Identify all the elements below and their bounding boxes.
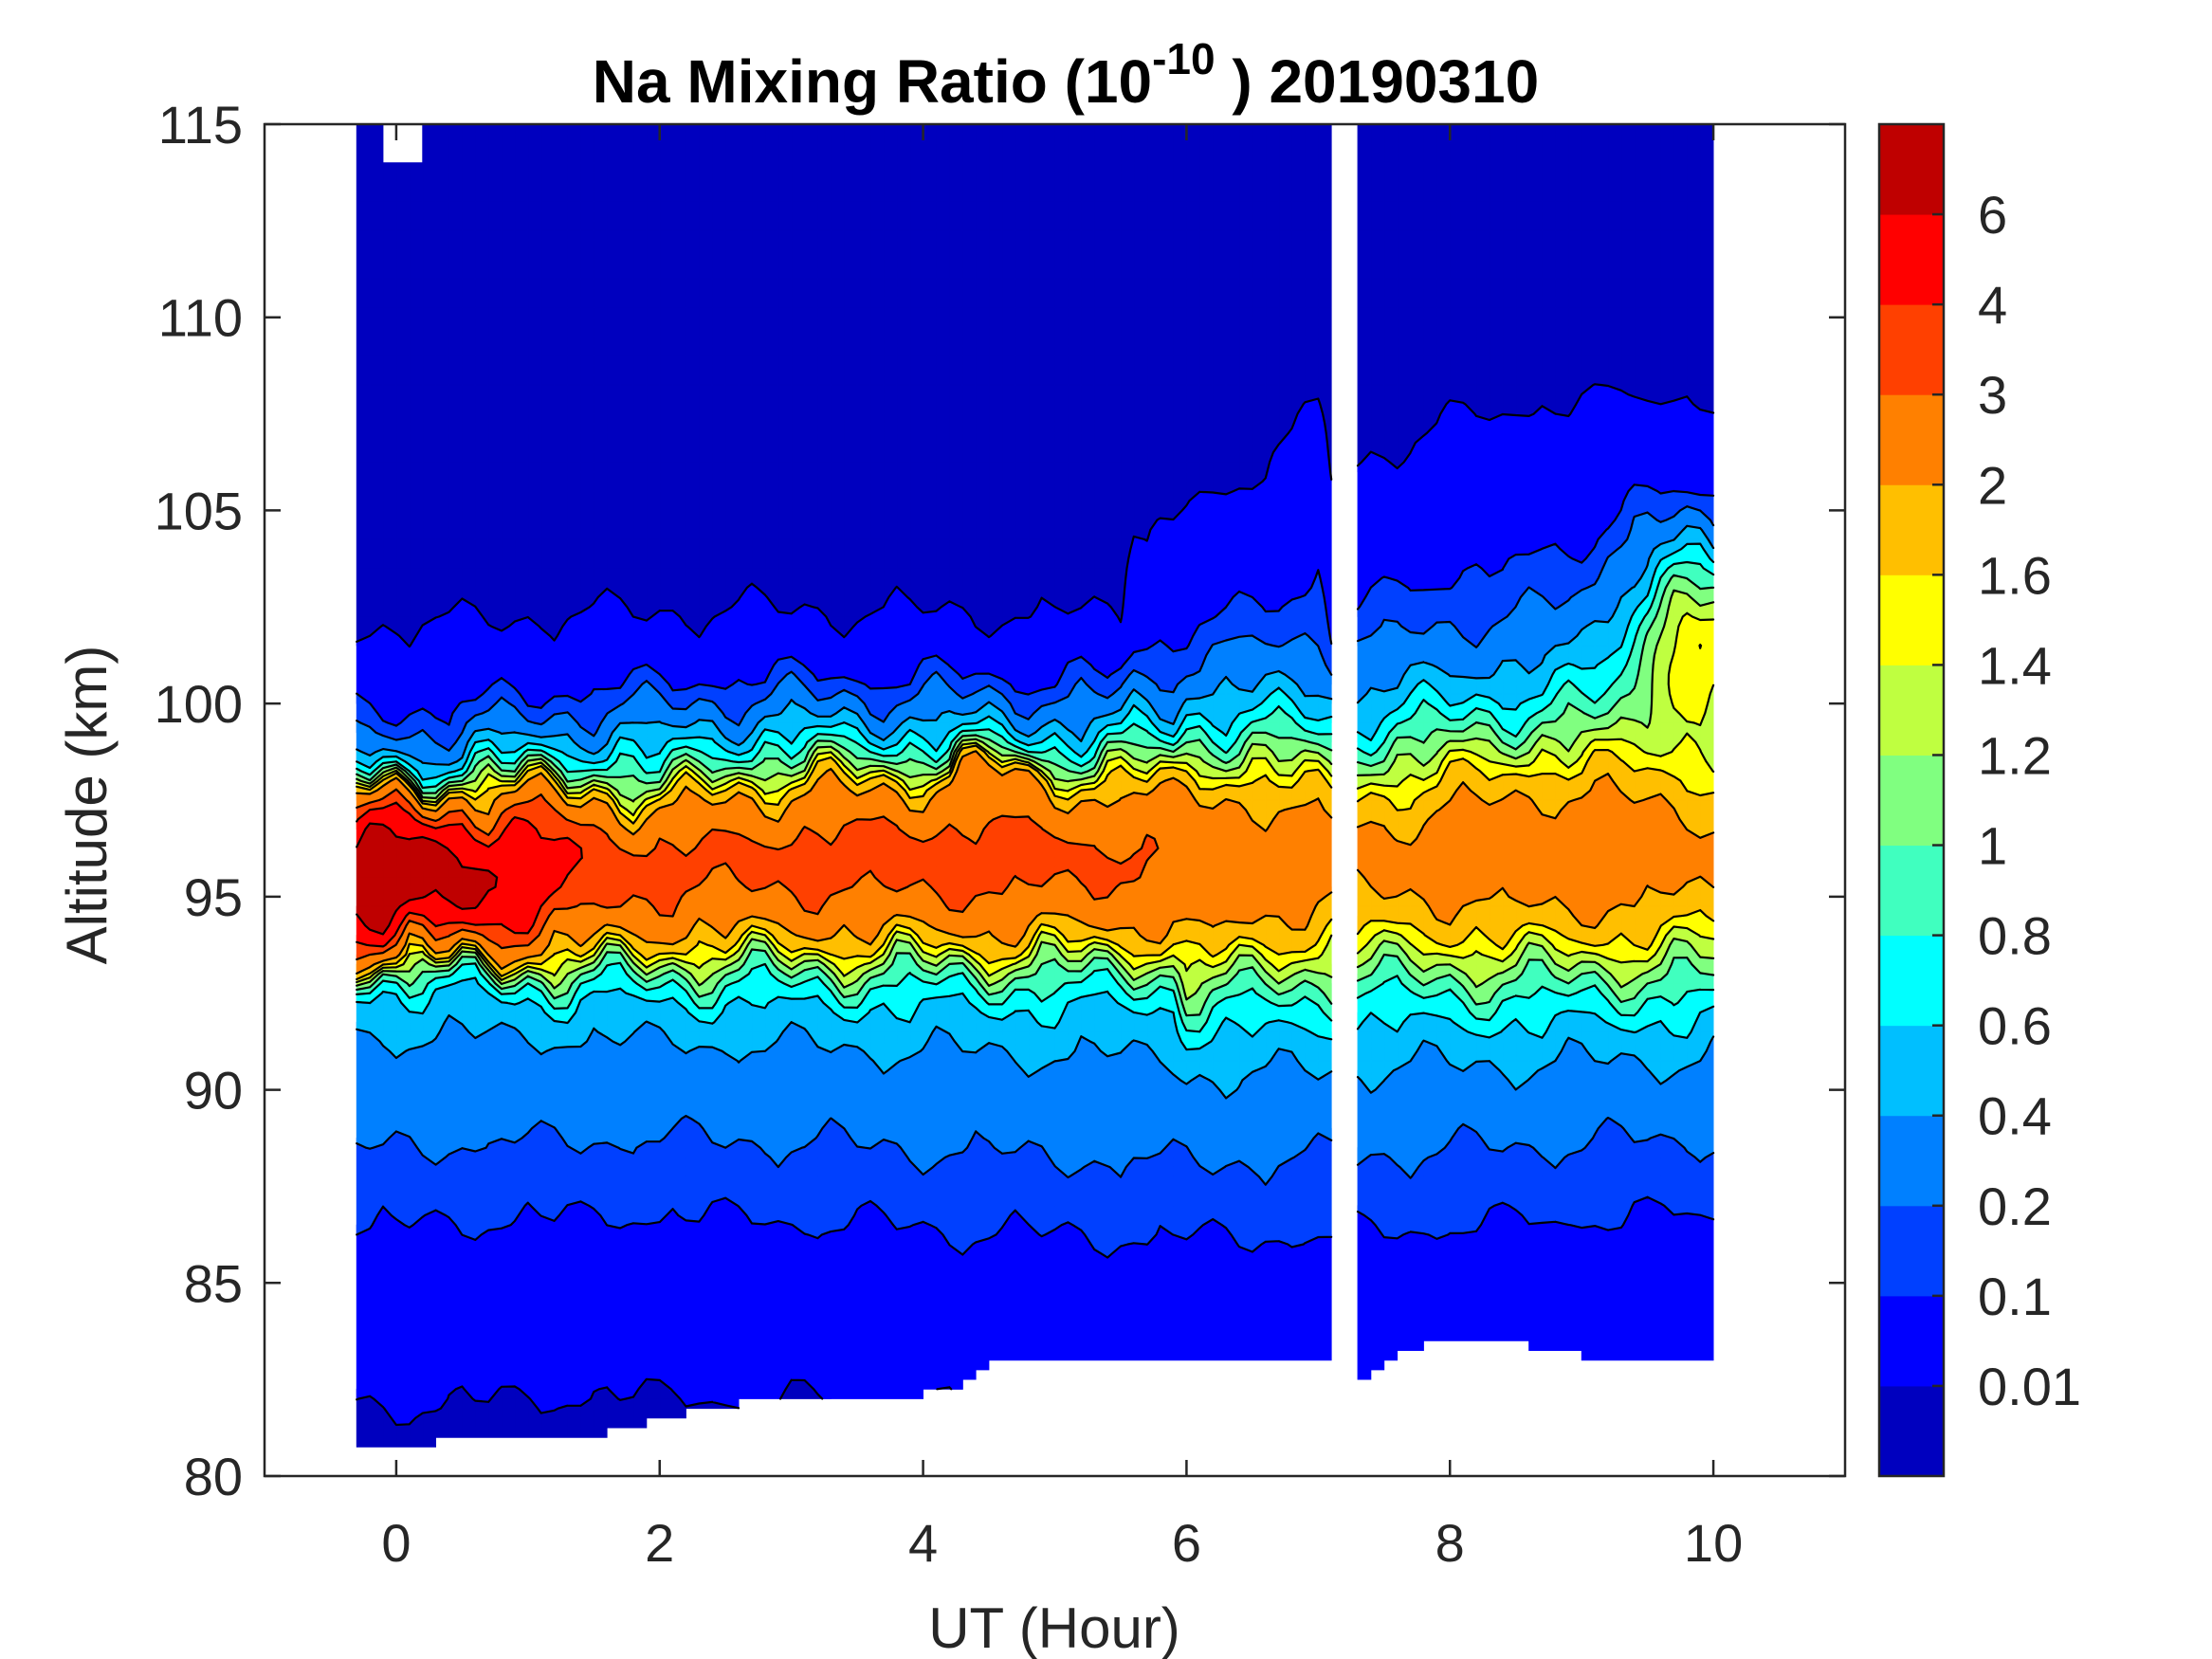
colorbar-swatch (1879, 1385, 1944, 1477)
colorbar-swatch (1879, 1205, 1944, 1297)
y-tick-label: 90 (184, 1061, 243, 1121)
y-axis: 80 85 90 95 100 105 110 115 (155, 95, 1845, 1506)
y-tick-label: 85 (184, 1253, 243, 1313)
x-tick-label: 10 (1684, 1513, 1743, 1573)
colorbar-tick-label: 6 (1978, 185, 2007, 245)
colorbar-swatch (1879, 304, 1944, 395)
colorbar-tick-label: 2 (1978, 455, 2007, 515)
colorbar-tick-label: 0.8 (1978, 906, 2052, 966)
x-tick-label: 8 (1435, 1513, 1465, 1573)
colorbar-swatch (1879, 1115, 1944, 1207)
y-tick-label: 95 (184, 867, 243, 927)
colorbar-tick-label: 1 (1978, 816, 2007, 876)
y-tick-label: 115 (158, 95, 243, 155)
contour-line-1.2 (356, 589, 1715, 1001)
contour-line-0.8 (356, 560, 1715, 1033)
colorbar-swatch (1879, 574, 1944, 665)
y-axis-label: Altitude (km) (55, 646, 119, 965)
colorbar-frame (1877, 122, 1946, 1478)
colorbar-tick-label: 4 (1978, 275, 2007, 335)
colorbar-swatch (1879, 394, 1944, 485)
chart-title: Na Mixing Ratio (10-10 ) 20190310 (593, 34, 1539, 116)
contour-line-0.4 (356, 524, 1715, 1100)
colorbar-swatch (1879, 845, 1944, 937)
contour-line-0.6 (356, 542, 1715, 1051)
x-tick-label: 4 (908, 1513, 938, 1573)
plot-frame (263, 122, 1847, 1478)
chart-title-superscript: -10 (1152, 34, 1215, 83)
x-tick-label: 0 (381, 1513, 411, 1573)
contour-lines (356, 383, 1715, 1427)
contour-line-6 (356, 822, 499, 936)
colorbar-tick-label: 1.2 (1978, 725, 2052, 785)
y-tick-label: 110 (158, 288, 243, 348)
colorbar-tick-label: 0.2 (1978, 1176, 2052, 1236)
colorbar: 0.01 0.1 0.2 0.4 0.6 0.8 1 1.2 1.4 1.6 2 3 4 6 (1877, 122, 2081, 1478)
contour-line-2 (356, 750, 1715, 975)
contour-line-0.01 (356, 383, 1715, 1427)
colorbar-tick-label: 0.1 (1978, 1267, 2052, 1326)
contour-line-3 (356, 788, 1160, 961)
x-tick-label: 6 (1172, 1513, 1201, 1573)
colorbar-tick-label: 1.4 (1978, 635, 2052, 695)
colorbar-swatch (1879, 124, 1944, 215)
y-tick-label: 100 (155, 674, 243, 734)
contour-line-1 (356, 574, 1715, 1017)
contour-line-0.2 (356, 505, 1715, 1186)
colorbar-swatch (1879, 755, 1944, 847)
x-tick-label: 2 (645, 1513, 674, 1573)
y-tick-label: 105 (155, 481, 243, 540)
colorbar-tick-label: 0.4 (1978, 1086, 2052, 1146)
contour-line-0.1 (356, 483, 1715, 1259)
colorbar-tick-label: 0.6 (1978, 996, 2052, 1056)
colorbar-tick-label: 3 (1978, 365, 2007, 425)
colorbar-swatch (1879, 1025, 1944, 1117)
colorbar-swatch (1879, 1295, 1944, 1387)
contour-line-1.4 (356, 611, 1715, 984)
chart-title-main: Na Mixing Ratio (10 (593, 47, 1152, 116)
x-axis: 0 2 4 6 8 10 (381, 124, 1743, 1573)
contour-line-4 (356, 801, 583, 948)
colorbar-tick-label: 1.6 (1978, 545, 2052, 605)
colorbar-swatch (1879, 935, 1944, 1027)
colorbar-swatch (1879, 214, 1944, 305)
colorbar-swatch (1879, 665, 1944, 756)
colorbar-swatch (1879, 484, 1944, 575)
colorbar-tick-label: 0.01 (1978, 1357, 2081, 1416)
contour-fills (356, 123, 1714, 1448)
x-axis-label: UT (Hour) (928, 1596, 1180, 1659)
contour-line-1.6 (356, 644, 1715, 981)
chart-title-tail: ) 20190310 (1216, 47, 1540, 116)
y-tick-label: 80 (184, 1447, 243, 1506)
